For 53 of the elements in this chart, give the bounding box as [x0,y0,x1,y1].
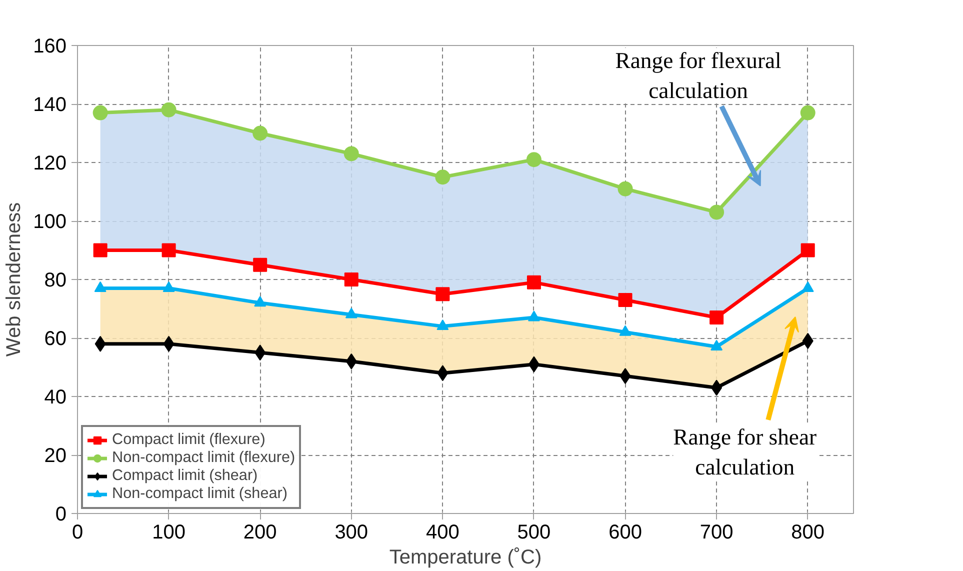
y-tick-label: 120 [33,152,67,174]
x-tick-label: 300 [334,522,368,544]
y-tick-label: 40 [44,386,67,408]
point [435,170,450,185]
point [619,325,632,336]
y-tick-label: 60 [44,328,67,350]
point [345,308,358,318]
point [618,181,633,196]
x-tick-label: 800 [791,522,825,544]
point [162,243,176,258]
annotation: Range for shear calculation [673,424,818,480]
point [161,102,176,118]
point [709,204,724,220]
point [93,243,108,258]
x-tick-label: 700 [700,522,734,544]
point [92,105,108,120]
point [710,340,723,350]
point [526,275,541,290]
point [252,126,268,141]
point [344,146,359,162]
point [526,152,542,168]
point [618,292,632,307]
x-tick-label: 0 [72,522,84,544]
x-tick-label: 100 [152,522,186,544]
point [436,319,449,330]
x-tick-label: 600 [608,522,642,544]
y-tick-label: 0 [55,504,66,526]
y-tick-label: 20 [44,445,67,467]
legend-label: Non-compact limit (flexure) [112,449,296,467]
y-tick-label: 100 [33,211,67,233]
point [436,287,450,302]
point [344,272,358,286]
legend-label: Non-compact limit (shear) [112,485,288,503]
point [528,310,540,322]
legend-label: Compact limit (shear) [112,467,258,485]
y-tick-label: 80 [44,270,67,292]
point [710,310,724,325]
x-tick-label: 500 [517,522,551,544]
point [253,258,268,272]
point [800,243,815,258]
point [162,281,175,292]
point [94,281,106,292]
y-tick-label: 160 [33,36,67,58]
point [800,105,816,120]
y-tick-label: 140 [33,94,67,116]
legend-label: Compact limit (flexure) [112,431,266,449]
point [802,281,814,292]
x-tick-label: 400 [426,522,460,544]
point [254,296,266,307]
x-axis-title: Temperature (˚C) [389,546,542,568]
annotation: Range for flexural calculation [615,48,782,103]
x-tick-label: 200 [243,522,277,544]
y-axis-title: Web slenderness [3,202,26,357]
